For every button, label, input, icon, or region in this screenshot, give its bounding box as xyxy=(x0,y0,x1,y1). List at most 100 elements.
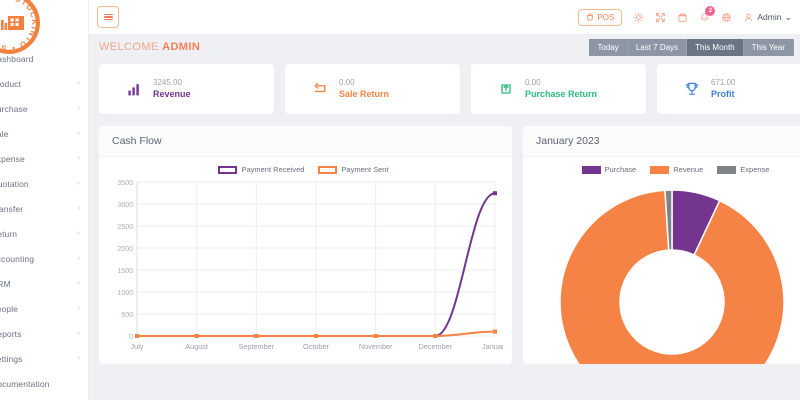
donut-slice-expense[interactable] xyxy=(664,189,673,251)
sidebar-item-accounting[interactable]: Accounting ‹ xyxy=(0,246,88,271)
fullscreen-icon[interactable] xyxy=(655,12,666,23)
sidebar-item-label: People xyxy=(0,303,19,314)
svg-text:August: August xyxy=(185,342,208,351)
cash-flow-panel: Cash Flow Payment Received Payment Sent … xyxy=(99,126,512,364)
page-title: WELCOME ADMIN xyxy=(99,41,200,53)
svg-text:October: October xyxy=(303,342,330,351)
donut-slice-revenue[interactable] xyxy=(559,189,785,364)
legend-item-payment-received[interactable]: Payment Received xyxy=(218,165,304,174)
sidebar-item-expense[interactable]: Expense ‹ xyxy=(0,146,88,171)
stat-value: 671.00 xyxy=(711,78,736,88)
user-menu[interactable]: Admin ⌄ xyxy=(743,12,792,23)
upload-box-icon xyxy=(497,81,515,97)
stat-label: Purchase Return xyxy=(525,89,598,100)
sidebar-item-purchase[interactable]: Purchase ‹ xyxy=(0,96,88,121)
sidebar-item-label: Reports xyxy=(0,328,22,339)
user-label: Admin xyxy=(757,12,782,22)
filter-this-year[interactable]: This Year xyxy=(743,38,794,56)
menu-toggle-button[interactable] xyxy=(97,6,119,28)
cash-flow-body: Payment Received Payment Sent 0 500 1000 15… xyxy=(99,157,512,364)
topbar: POS xyxy=(89,0,800,34)
topbar-actions: POS xyxy=(578,5,792,26)
sidebar-item-product[interactable]: Product ‹ xyxy=(0,71,88,96)
calculator-icon[interactable] xyxy=(677,12,688,23)
legend-swatch xyxy=(581,165,601,174)
sidebar-item-quotation[interactable]: Quotation ‹ xyxy=(0,171,88,196)
svg-text:July: July xyxy=(131,342,144,351)
stat-card-purchase-return[interactable]: 0.00 Purchase Return xyxy=(471,64,646,114)
stat-cards: 3245.00 Revenue 0.00 Sale Return xyxy=(89,60,800,114)
sidebar-item-label: Purchase xyxy=(0,103,28,114)
legend-item-expense[interactable]: Expense xyxy=(717,165,769,174)
svg-text:November: November xyxy=(359,342,393,351)
chevron-left-icon: ‹ xyxy=(77,305,80,312)
sidebar-item-reports[interactable]: Reports ‹ xyxy=(0,321,88,346)
legend-swatch xyxy=(318,165,338,174)
return-arrow-icon xyxy=(311,81,329,97)
sidebar-item-label: Accounting xyxy=(0,253,35,264)
sidebar-item-label: Sale xyxy=(0,128,9,139)
monthly-summary-title: January 2023 xyxy=(523,126,800,157)
sidebar-item-settings[interactable]: Settings ‹ xyxy=(0,346,88,371)
stat-label: Revenue xyxy=(153,89,191,100)
svg-text:3000: 3000 xyxy=(117,202,133,209)
sidebar-item-return[interactable]: Return ‹ xyxy=(0,221,88,246)
cash-flow-title: Cash Flow xyxy=(99,126,512,157)
legend-label: Payment Sent xyxy=(341,165,389,174)
cash-flow-line-chart[interactable]: 0 500 1000 1500 2000 2500 3000 3500 July August Se… xyxy=(103,174,503,364)
legend-swatch xyxy=(717,165,737,174)
sidebar-nav: Dashboard Product ‹ Purchase ‹ Sale ‹ Ex… xyxy=(0,40,88,396)
pos-button[interactable]: POS xyxy=(578,8,623,26)
legend-label: Purchase xyxy=(604,165,637,174)
date-filter-group: Today Last 7 Days This Month This Year xyxy=(589,38,794,56)
sidebar-item-people[interactable]: People ‹ xyxy=(0,296,88,321)
sidebar-item-label: Dashboard xyxy=(0,53,34,64)
chevron-left-icon: ‹ xyxy=(77,105,80,112)
filter-last-7-days[interactable]: Last 7 Days xyxy=(627,38,688,56)
stat-value: 3245.00 xyxy=(153,78,182,88)
svg-text:1000: 1000 xyxy=(117,290,133,297)
stat-card-revenue[interactable]: 3245.00 Revenue xyxy=(99,64,274,114)
legend-item-payment-sent[interactable]: Payment Sent xyxy=(318,165,389,174)
sidebar-item-hrm[interactable]: HRM ‹ xyxy=(0,271,88,296)
svg-text:3500: 3500 xyxy=(117,180,133,187)
welcome-prefix: WELCOME xyxy=(99,41,159,53)
notification-button[interactable]: 2 xyxy=(699,5,716,23)
chevron-left-icon: ‹ xyxy=(77,280,80,287)
filter-this-month[interactable]: This Month xyxy=(687,38,744,56)
pos-label: POS xyxy=(597,12,615,22)
sidebar-item-label: Transfer xyxy=(0,203,24,214)
stat-label: Sale Return xyxy=(339,89,390,100)
chart-panels: Cash Flow Payment Received Payment Sent … xyxy=(89,114,800,364)
notification-badge: 2 xyxy=(705,5,716,16)
chevron-left-icon: ‹ xyxy=(77,230,80,237)
svg-text:2000: 2000 xyxy=(117,246,133,253)
sidebar-item-documentation[interactable]: Documentation xyxy=(0,371,88,396)
sidebar-item-label: Expense xyxy=(0,153,25,164)
sidebar-item-label: Product xyxy=(0,78,21,89)
legend-swatch xyxy=(650,165,670,174)
stat-card-profit[interactable]: 671.00 Profit xyxy=(657,64,800,114)
globe-icon[interactable] xyxy=(721,12,732,23)
legend-item-revenue[interactable]: Revenue xyxy=(650,165,703,174)
stat-card-sale-return[interactable]: 0.00 Sale Return xyxy=(285,64,460,114)
filter-today[interactable]: Today xyxy=(589,38,628,56)
sidebar-item-transfer[interactable]: Transfer ‹ xyxy=(0,196,88,221)
svg-text:500: 500 xyxy=(121,312,133,319)
stat-label: Profit xyxy=(711,89,735,100)
chevron-left-icon: ‹ xyxy=(77,130,80,137)
chevron-left-icon: ‹ xyxy=(77,205,80,212)
chevron-left-icon: ‹ xyxy=(77,155,80,162)
monthly-summary-donut-chart[interactable] xyxy=(527,174,800,364)
svg-text:January: January xyxy=(482,342,503,351)
legend-item-purchase[interactable]: Purchase xyxy=(581,165,637,174)
sidebar-item-sale[interactable]: Sale ‹ xyxy=(0,121,88,146)
sidebar-item-dashboard[interactable]: Dashboard xyxy=(0,46,88,71)
main-content: POS xyxy=(89,0,800,400)
stockinto-logo-icon: STOCKINTO • STOCKINTO • xyxy=(0,0,40,54)
sun-icon[interactable] xyxy=(633,11,644,23)
stat-value: 0.00 xyxy=(339,78,355,88)
svg-text:September: September xyxy=(238,342,274,351)
logo[interactable]: STOCKINTO • STOCKINTO • xyxy=(0,0,88,54)
